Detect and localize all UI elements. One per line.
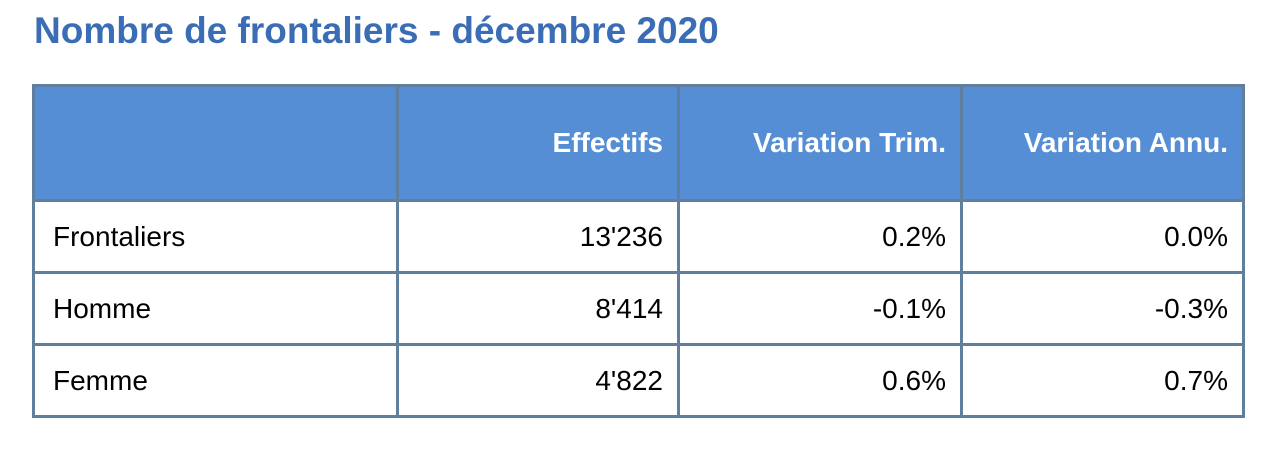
table-row: Frontaliers 13'236 0.2% 0.0% (32, 199, 1245, 274)
cell-effectifs: 8'414 (396, 271, 680, 346)
row-label: Femme (32, 343, 399, 418)
cell-variation-annu: 0.0% (960, 199, 1245, 274)
table-row: Homme 8'414 -0.1% -0.3% (32, 271, 1245, 346)
cell-variation-trim: 0.2% (677, 199, 963, 274)
cell-variation-annu: -0.3% (960, 271, 1245, 346)
cell-effectifs: 4'822 (396, 343, 680, 418)
row-label: Frontaliers (32, 199, 399, 274)
header-row: Effectifs Variation Trim. Variation Annu… (32, 84, 1245, 202)
header-cell-effectifs: Effectifs (396, 84, 680, 202)
header-cell-variation-annu: Variation Annu. (960, 84, 1245, 202)
table-row: Femme 4'822 0.6% 0.7% (32, 343, 1245, 418)
row-label: Homme (32, 271, 399, 346)
frontaliers-table: Effectifs Variation Trim. Variation Annu… (32, 84, 1245, 418)
header-cell-empty (32, 84, 399, 202)
header-cell-variation-trim: Variation Trim. (677, 84, 963, 202)
table-title: Nombre de frontaliers - décembre 2020 (34, 10, 719, 51)
cell-effectifs: 13'236 (396, 199, 680, 274)
cell-variation-trim: -0.1% (677, 271, 963, 346)
cell-variation-annu: 0.7% (960, 343, 1245, 418)
cell-variation-trim: 0.6% (677, 343, 963, 418)
